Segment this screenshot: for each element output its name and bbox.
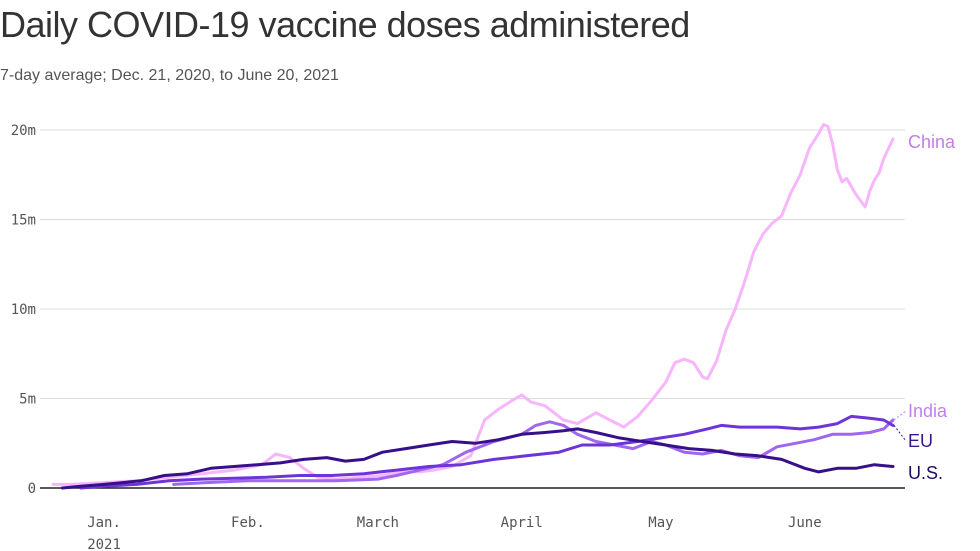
x-tick-label: Feb. [231, 515, 265, 531]
series-line-u-s [60, 427, 895, 490]
x-tick-label: April [501, 515, 543, 531]
series-lines [51, 123, 895, 490]
y-tick-label: 5m [19, 392, 36, 408]
y-tick-label: 10m [11, 302, 36, 318]
x-tick-label: March [357, 515, 399, 531]
y-axis-ticks: 0 5m 10m 15m 20m [11, 123, 36, 497]
y-tick-label: 0 [28, 481, 36, 497]
series-line-india [172, 418, 895, 486]
x-axis-ticks: Jan. 2021 Feb. March April May June [87, 515, 821, 551]
x-tick-label: May [648, 515, 673, 531]
label-leader-eu [893, 425, 907, 442]
series-label-u-s: U.S. [908, 463, 943, 483]
label-leader-india [893, 410, 907, 421]
x-tick-sublabel: 2021 [87, 537, 121, 551]
series-label-eu: EU [908, 431, 933, 451]
gridlines [40, 129, 905, 489]
chart-subtitle: 7-day average; Dec. 21, 2020, to June 20… [0, 67, 339, 84]
y-tick-label: 15m [11, 213, 36, 229]
x-tick-label: June [788, 515, 822, 531]
series-label-china: China [908, 132, 956, 152]
series-label-india: India [908, 401, 948, 421]
series-line-china [51, 123, 895, 486]
x-tick-label: Jan. [87, 515, 121, 531]
chart-title: Daily COVID-19 vaccine doses administere… [0, 4, 690, 45]
series-labels: China India EU U.S. [893, 132, 956, 483]
series-line-eu [79, 414, 895, 490]
y-tick-label: 20m [11, 123, 36, 139]
